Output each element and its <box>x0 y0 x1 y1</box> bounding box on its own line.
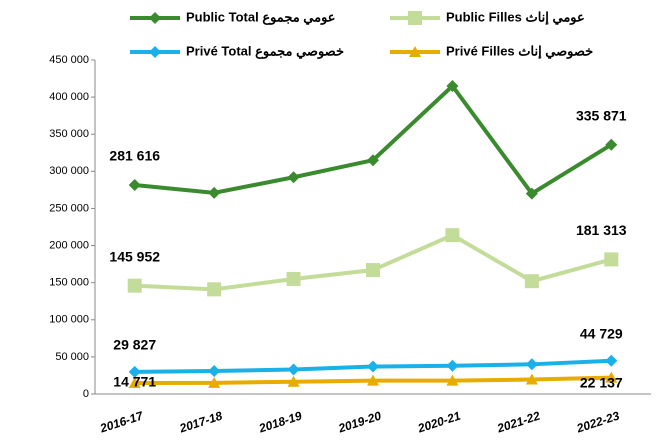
marker <box>128 365 141 378</box>
y-tick-label: 350 000 <box>49 128 89 140</box>
marker <box>604 252 619 267</box>
y-tick-label: 150 000 <box>49 277 89 289</box>
series-line <box>134 82 613 197</box>
data-label: 145 952 <box>109 248 160 264</box>
legend-label: Public Total عومي مجموع <box>186 9 336 25</box>
series-line <box>134 232 612 292</box>
marker <box>287 375 300 387</box>
marker <box>367 374 379 386</box>
marker <box>128 178 141 191</box>
y-tick-label: 250 000 <box>49 202 89 214</box>
marker <box>286 271 301 286</box>
marker <box>605 138 618 151</box>
marker <box>208 376 221 388</box>
x-tick-label: 2021-22 <box>495 408 542 435</box>
y-tick-label: 100 000 <box>49 314 89 326</box>
marker <box>127 278 142 293</box>
marker <box>446 79 459 92</box>
marker <box>128 377 141 389</box>
x-tick-label: 2018-19 <box>256 408 303 435</box>
legend-label: Public Filles عومي إناث <box>446 9 585 25</box>
marker <box>287 171 300 184</box>
marker <box>149 12 161 24</box>
marker <box>208 364 221 377</box>
x-tick-label: 2019-20 <box>336 408 383 435</box>
marker <box>525 358 538 371</box>
marker <box>408 11 422 25</box>
marker <box>445 228 460 243</box>
marker <box>446 374 459 386</box>
data-label: 29 827 <box>113 337 156 353</box>
marker <box>367 154 379 167</box>
marker <box>208 186 221 199</box>
marker <box>605 371 618 383</box>
data-label: 22 137 <box>580 374 623 390</box>
marker <box>207 282 222 297</box>
y-tick-label: 50 000 <box>55 351 89 363</box>
marker <box>287 363 300 376</box>
marker <box>525 187 538 200</box>
legend-label: Privé Filles خصوصي إناث <box>446 43 593 59</box>
y-tick-label: 0 <box>83 388 89 400</box>
data-label: 281 616 <box>109 148 160 164</box>
x-tick-label: 2022-23 <box>574 408 621 435</box>
x-tick-label: 2017-18 <box>177 408 224 435</box>
y-tick-label: 400 000 <box>49 91 89 103</box>
y-tick-label: 200 000 <box>49 239 89 251</box>
marker <box>149 46 161 58</box>
marker <box>605 354 618 367</box>
y-tick-label: 300 000 <box>49 165 89 177</box>
x-tick-label: 2020-21 <box>415 408 462 435</box>
marker <box>409 46 421 57</box>
marker <box>446 359 459 372</box>
y-tick-label: 450 000 <box>49 54 89 66</box>
data-label: 181 313 <box>576 222 627 238</box>
data-label: 14 771 <box>113 374 156 390</box>
data-label: 335 871 <box>576 107 627 123</box>
data-label: 44 729 <box>580 326 623 342</box>
x-tick-label: 2016-17 <box>97 408 145 436</box>
marker <box>366 263 380 278</box>
legend-label: Privé Total خصوصي مجموع <box>186 43 344 59</box>
marker <box>524 274 539 289</box>
marker <box>525 373 538 385</box>
marker <box>367 360 379 373</box>
